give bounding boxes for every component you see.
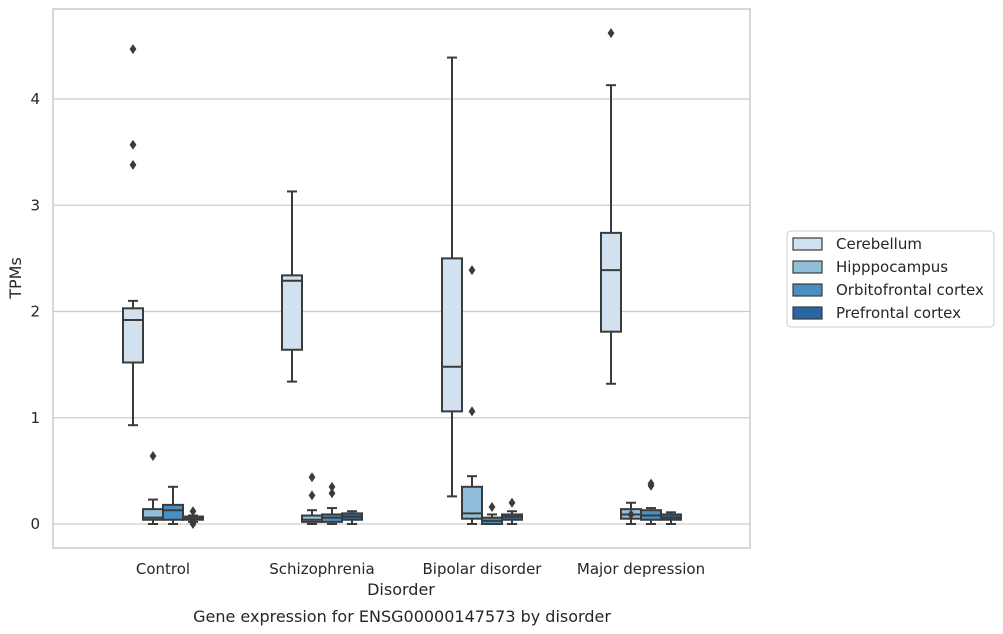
box-3-3 <box>660 511 682 525</box>
outlier-point <box>189 514 197 525</box>
outlier-point <box>149 451 157 461</box>
outlier-point <box>308 472 316 483</box>
outlier-point <box>189 506 197 517</box>
box-1-0 <box>142 451 164 525</box>
x-axis-ticks: Control Schizophrenia Bipolar disorder Majo… <box>136 560 705 578</box>
y-tick-label-1: 1 <box>30 409 40 427</box>
outlier-point <box>468 406 476 417</box>
box-2-3 <box>640 478 662 525</box>
x-axis-title: Disorder <box>367 580 435 599</box>
legend-label-1: Hipppocampus <box>836 258 948 276</box>
box-body <box>441 257 463 413</box>
box-0-2 <box>441 56 463 498</box>
outlier-point <box>308 490 316 501</box>
box-0-3 <box>600 28 622 385</box>
legend-frame <box>786 230 995 328</box>
y-tick-label-0: 0 <box>30 515 40 533</box>
box-series <box>122 28 682 529</box>
legend-swatch-3 <box>792 306 823 320</box>
plot-area <box>53 9 750 548</box>
plot-frame <box>52 8 751 549</box>
box-2-0 <box>162 485 184 525</box>
outlier-point <box>129 159 137 170</box>
legend-swatch-0 <box>792 237 823 251</box>
x-tick-label-3: Major depression <box>577 560 705 578</box>
outlier-point <box>627 509 635 520</box>
legend-items: Cerebellum Hipppocampus Orbitofrontal cort… <box>792 235 984 322</box>
box-3-2 <box>501 497 523 525</box>
outlier-point <box>129 139 137 150</box>
outlier-point <box>328 488 336 499</box>
box-3-0 <box>182 506 204 529</box>
legend-swatch-2 <box>792 283 823 297</box>
outlier-point <box>328 481 336 492</box>
box-0-0 <box>122 44 144 427</box>
outlier-point <box>647 478 655 489</box>
outlier-point <box>129 44 137 55</box>
y-tick-label-2: 2 <box>30 303 40 321</box>
legend: Cerebellum Hipppocampus Orbitofrontal cort… <box>786 230 995 328</box>
legend-label-2: Orbitofrontal cortex <box>836 281 984 299</box>
legend-label-0: Cerebellum <box>836 235 922 253</box>
box-body <box>162 503 184 521</box>
box-body <box>600 231 622 333</box>
x-tick-label-1: Schizophrenia <box>269 560 374 578</box>
legend-label-3: Prefrontal cortex <box>836 304 961 322</box>
figure-caption: Gene expression for ENSG00000147573 by d… <box>193 607 611 626</box>
x-tick-label-2: Bipolar disorder <box>423 560 543 578</box>
outlier-point <box>468 265 476 276</box>
box-body <box>122 307 144 364</box>
box-body <box>301 514 323 523</box>
y-tick-label-3: 3 <box>30 196 40 214</box>
y-tick-label-4: 4 <box>30 90 40 108</box>
box-1-2 <box>461 265 483 525</box>
box-0-1 <box>281 190 303 383</box>
box-body <box>461 485 483 520</box>
legend-swatch-1 <box>792 260 823 274</box>
box-body <box>281 274 303 351</box>
x-tick-label-0: Control <box>136 560 190 578</box>
outlier-point <box>607 28 615 39</box>
box-2-2 <box>481 502 503 525</box>
y-axis-title: TPMs <box>6 257 25 300</box>
outlier-point <box>508 497 516 508</box>
outlier-point <box>488 502 496 512</box>
box-3-1 <box>341 510 363 525</box>
y-axis-ticks: 0 1 2 3 4 <box>30 90 40 533</box>
